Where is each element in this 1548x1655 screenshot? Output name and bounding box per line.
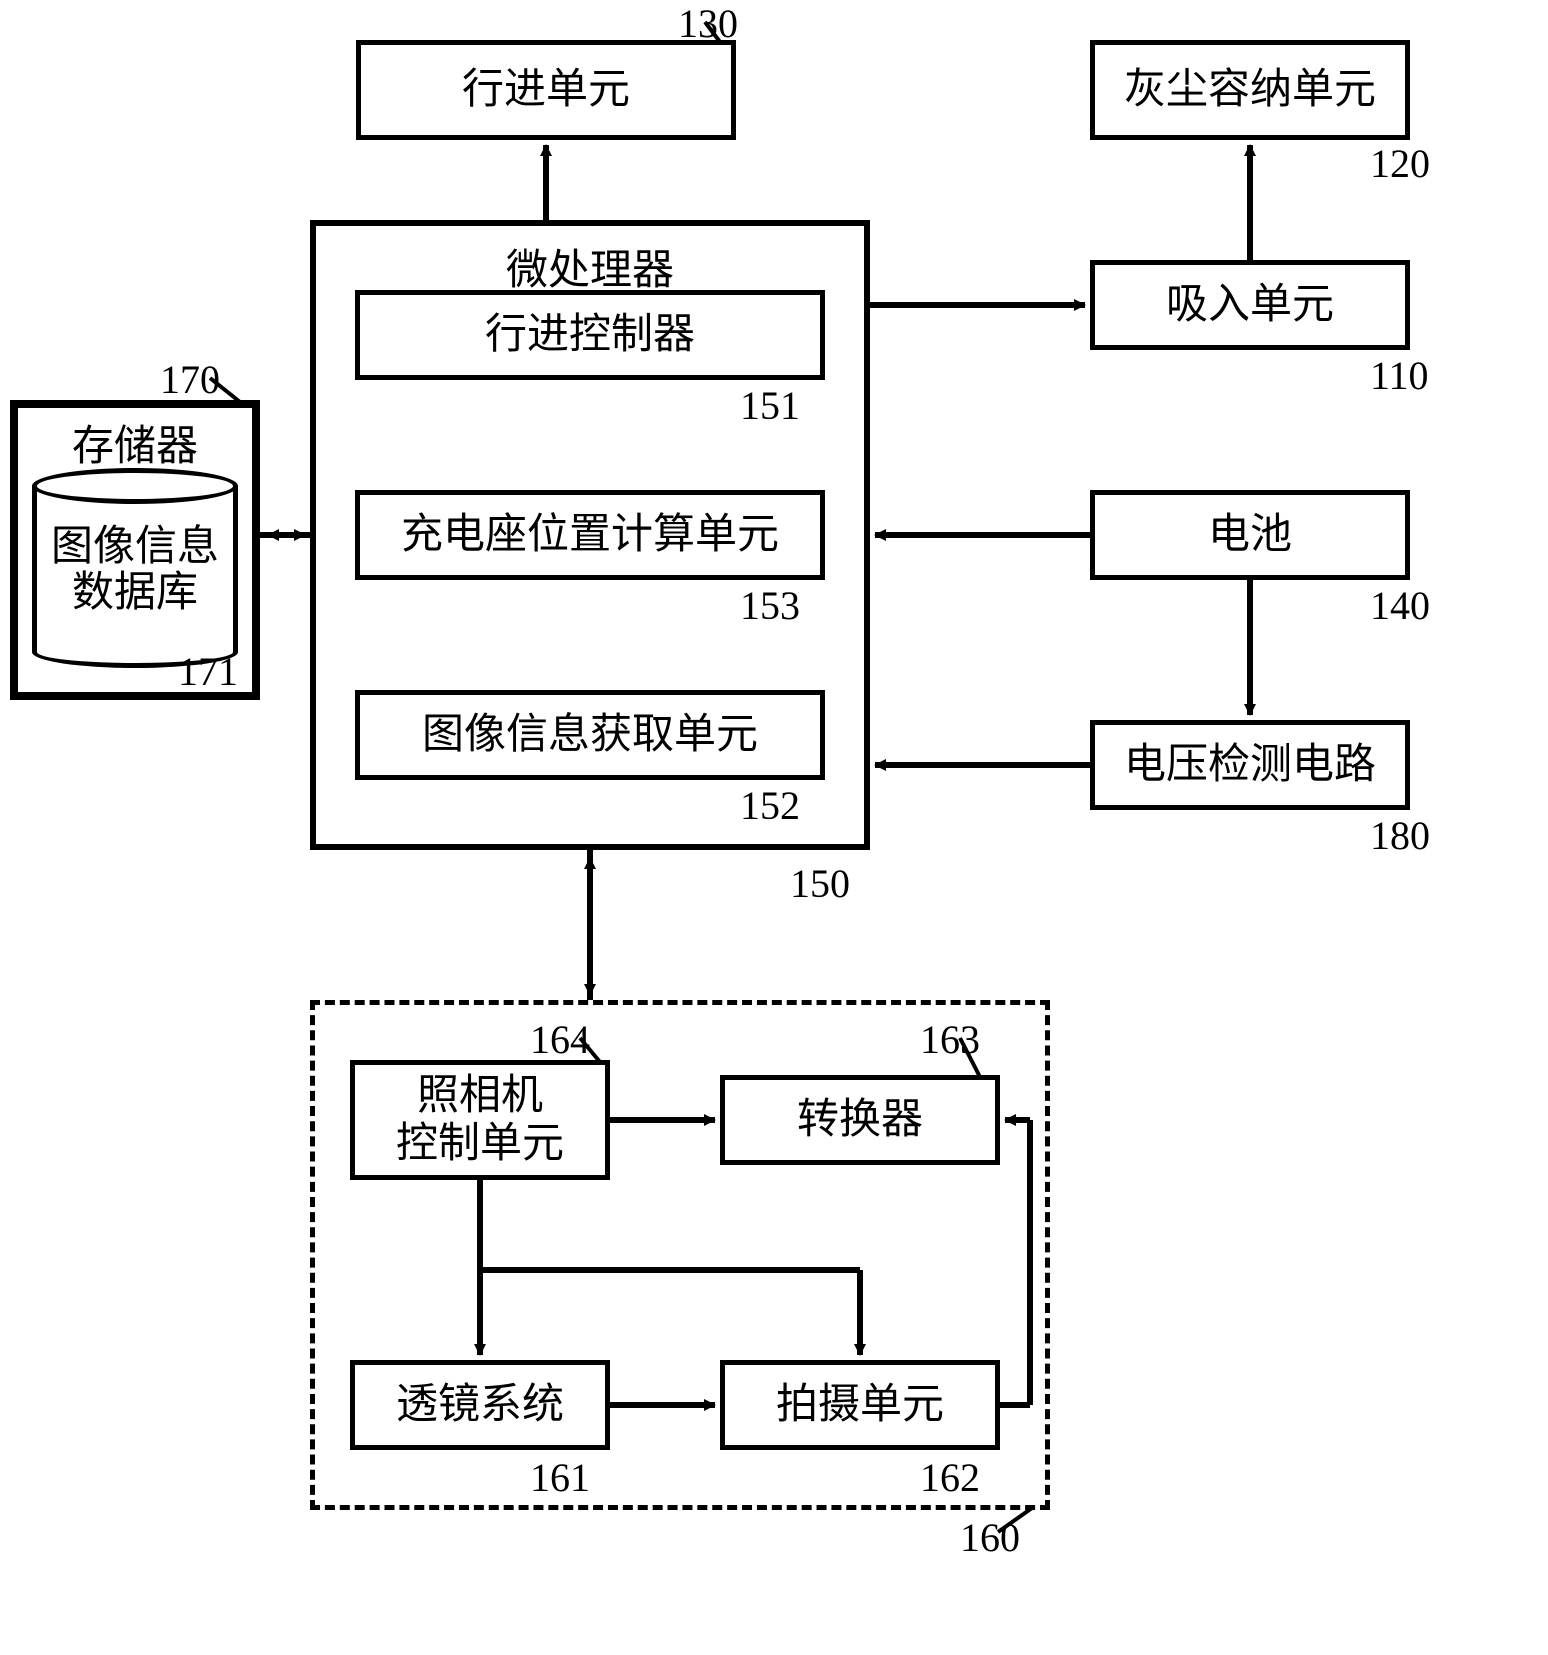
camera-group-ref: 160 xyxy=(960,1514,1020,1561)
suction-unit-label: 吸入单元 xyxy=(1166,281,1334,329)
lens-system-box: 透镜系统 xyxy=(350,1360,610,1450)
travel-unit-label: 行进单元 xyxy=(462,66,630,114)
converter-ref: 163 xyxy=(920,1016,980,1063)
travel-controller-label: 行进控制器 xyxy=(485,311,695,359)
capture-unit-label: 拍摄单元 xyxy=(776,1381,944,1429)
image-info-acq-box: 图像信息获取单元 xyxy=(355,690,825,780)
image-db-line2: 数据库 xyxy=(72,570,198,616)
camera-ctrl-ref: 164 xyxy=(530,1016,590,1063)
converter-box: 转换器 xyxy=(720,1075,1000,1165)
image-db-cylinder: 图像信息 数据库 xyxy=(32,468,238,668)
camera-ctrl-box: 照相机 控制单元 xyxy=(350,1060,610,1180)
memory-ref: 170 xyxy=(160,356,220,403)
travel-unit-box: 行进单元 xyxy=(356,40,736,140)
dust-unit-box: 灰尘容纳单元 xyxy=(1090,40,1410,140)
suction-unit-ref: 110 xyxy=(1370,352,1429,399)
image-db-line1: 图像信息 xyxy=(51,524,219,570)
memory-title: 存储器 xyxy=(10,412,260,473)
voltage-detect-ref: 180 xyxy=(1370,812,1430,859)
battery-box: 电池 xyxy=(1090,490,1410,580)
camera-ctrl-line1: 照相机 xyxy=(417,1073,543,1119)
dust-unit-label: 灰尘容纳单元 xyxy=(1124,66,1376,114)
charger-pos-calc-label: 充电座位置计算单元 xyxy=(401,511,779,559)
suction-unit-box: 吸入单元 xyxy=(1090,260,1410,350)
image-db-ref: 171 xyxy=(178,648,238,695)
travel-unit-ref: 130 xyxy=(678,0,738,47)
battery-ref: 140 xyxy=(1370,582,1430,629)
capture-unit-ref: 162 xyxy=(920,1454,980,1501)
lens-system-ref: 161 xyxy=(530,1454,590,1501)
image-info-acq-label: 图像信息获取单元 xyxy=(422,711,758,759)
converter-label: 转换器 xyxy=(797,1096,923,1144)
charger-pos-calc-ref: 153 xyxy=(740,582,800,629)
charger-pos-calc-box: 充电座位置计算单元 xyxy=(355,490,825,580)
battery-label: 电池 xyxy=(1208,511,1292,559)
image-info-acq-ref: 152 xyxy=(740,782,800,829)
microprocessor-ref: 150 xyxy=(790,860,850,907)
dust-unit-ref: 120 xyxy=(1370,140,1430,187)
capture-unit-box: 拍摄单元 xyxy=(720,1360,1000,1450)
travel-controller-ref: 151 xyxy=(740,382,800,429)
voltage-detect-label: 电压检测电路 xyxy=(1124,741,1376,789)
camera-ctrl-text: 照相机 控制单元 xyxy=(396,1072,564,1169)
travel-controller-box: 行进控制器 xyxy=(355,290,825,380)
voltage-detect-box: 电压检测电路 xyxy=(1090,720,1410,810)
lens-system-label: 透镜系统 xyxy=(396,1381,564,1429)
camera-ctrl-line2: 控制单元 xyxy=(396,1121,564,1167)
microprocessor-title: 微处理器 xyxy=(310,236,870,297)
